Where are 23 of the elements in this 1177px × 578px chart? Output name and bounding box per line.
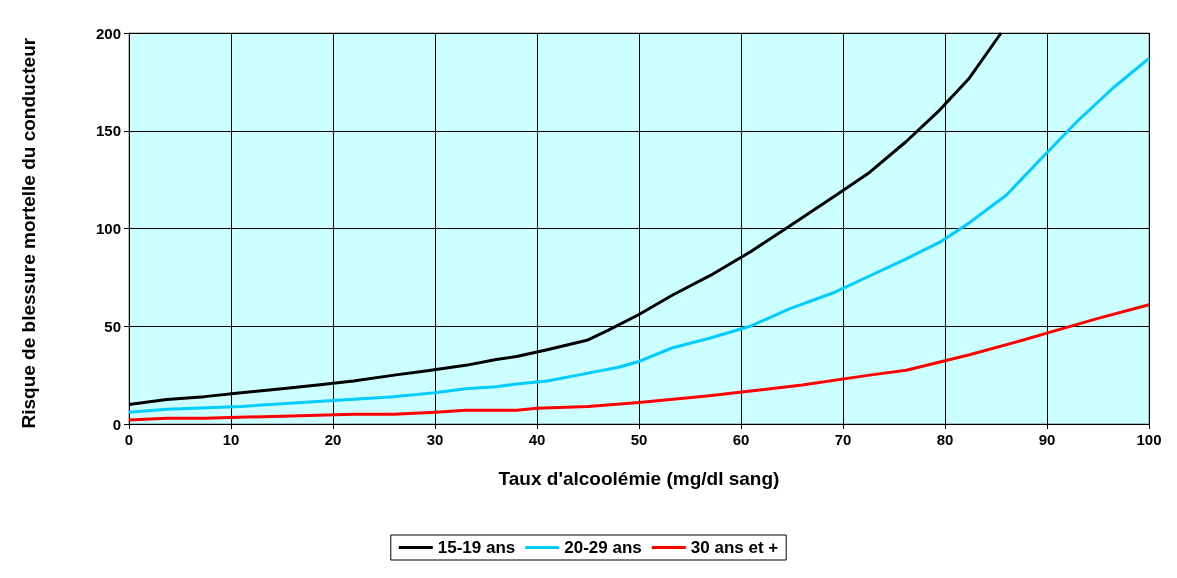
x-tick-label: 100 bbox=[1136, 431, 1162, 448]
line-series bbox=[127, 303, 1151, 422]
x-tick-label: 30 bbox=[426, 431, 444, 448]
x-tick-label: 40 bbox=[528, 431, 546, 448]
x-tick-label: 80 bbox=[936, 431, 954, 448]
legend-label: 20-29 ans bbox=[564, 538, 642, 557]
y-tick-label: 150 bbox=[95, 122, 121, 140]
y-tick-label: 200 bbox=[95, 24, 121, 42]
y-tick-label: 50 bbox=[104, 317, 121, 335]
x-axis-title: Taux d'alcoolémie (mg/dl sang) bbox=[498, 468, 780, 489]
legend-label: 15-19 ans bbox=[437, 538, 516, 557]
x-tick-label: 90 bbox=[1038, 431, 1056, 448]
x-tick-label: 50 bbox=[630, 431, 648, 448]
x-tick-label: 60 bbox=[732, 431, 750, 448]
y-axis-title: Risque de blessure mortelle du conducteur bbox=[17, 37, 39, 429]
y-tick-label: 100 bbox=[95, 220, 121, 237]
x-tick-label: 10 bbox=[222, 431, 240, 448]
line-series bbox=[127, 56, 1151, 414]
x-tick-label: 0 bbox=[124, 431, 134, 448]
x-tick-label: 70 bbox=[834, 431, 852, 448]
legend-label: 30 ans et + bbox=[690, 538, 779, 557]
y-tick-label: 0 bbox=[112, 415, 121, 433]
x-tick-label: 20 bbox=[324, 431, 342, 448]
